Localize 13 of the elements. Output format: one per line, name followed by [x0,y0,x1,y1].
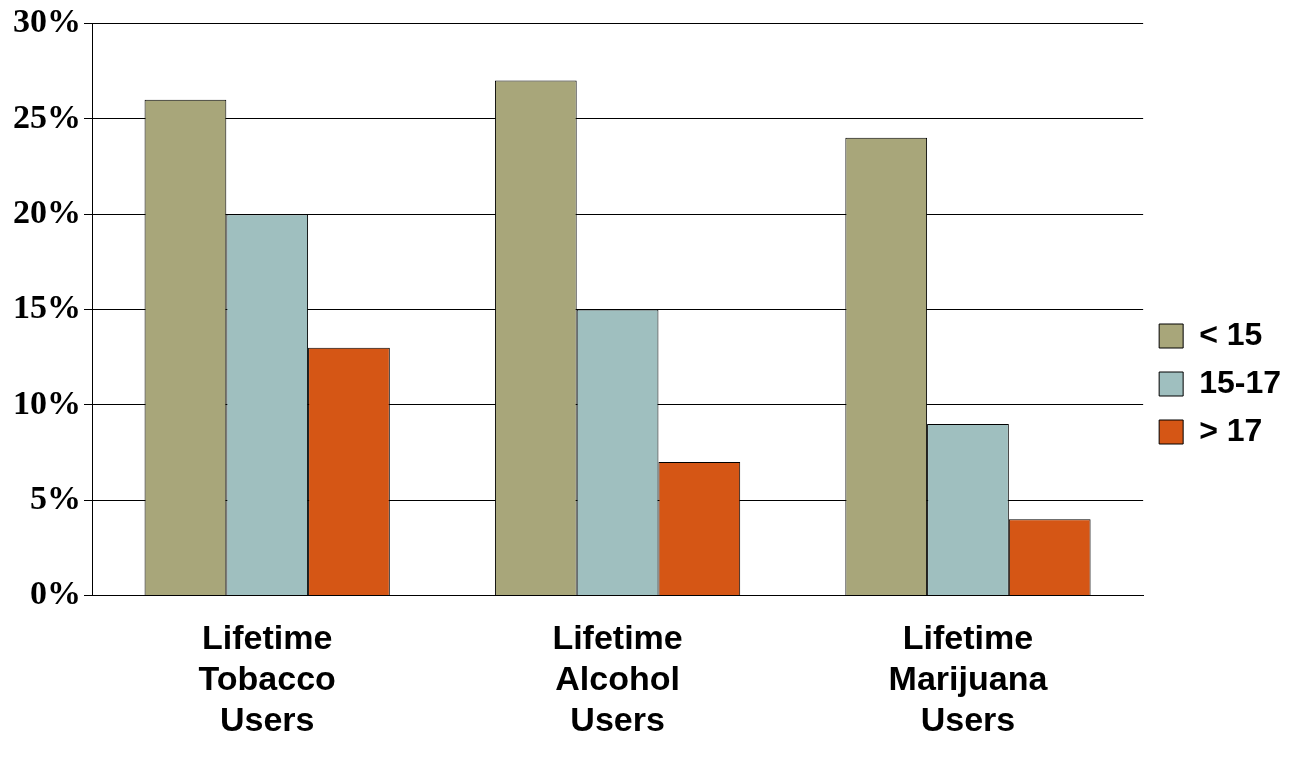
y-tick-label: 15% [13,288,81,326]
x-tick-label: Lifetime Alcohol Users [552,618,683,738]
y-tick-label: 25% [13,97,81,135]
legend-label: > 17 [1199,411,1263,448]
y-tick-label: 30% [13,2,81,40]
legend-label: < 15 [1199,315,1263,352]
y-tick-label: 10% [13,383,81,421]
x-tick-label: Lifetime Marijuana Users [888,618,1049,738]
y-tick-label: 20% [13,192,81,230]
y-tick-label: 0% [30,574,81,612]
legend-label: 15-17 [1199,363,1281,400]
x-tick-label: Lifetime Tobacco Users [198,618,336,738]
y-tick-label: 5% [30,479,81,517]
